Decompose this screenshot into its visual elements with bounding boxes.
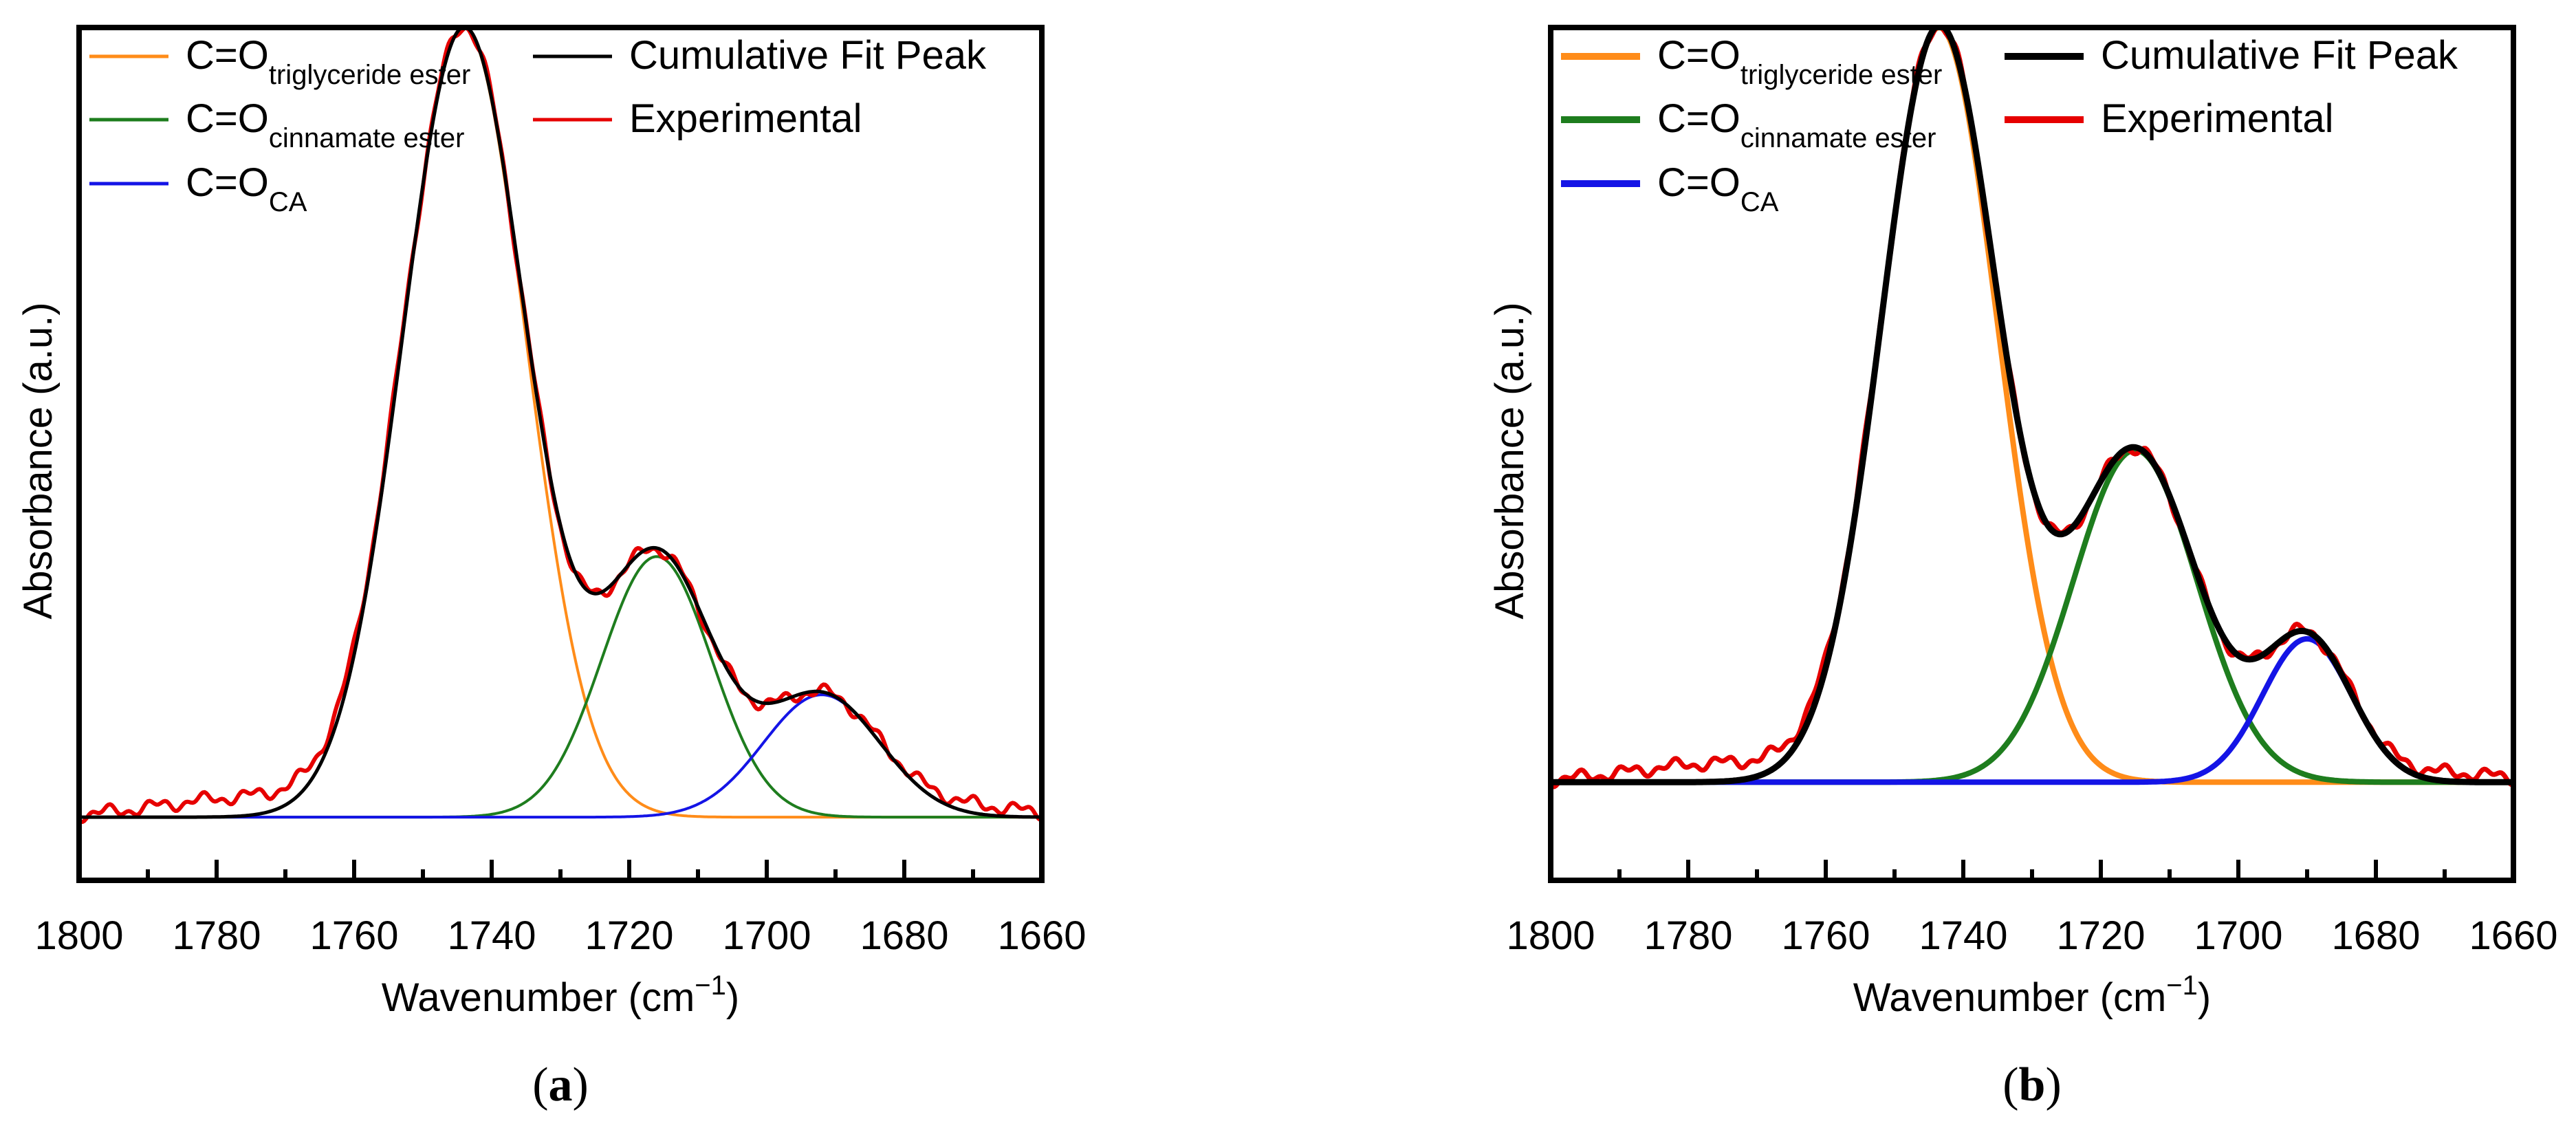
- legend-label-ca: C=OCA: [1657, 160, 1779, 217]
- series-line-fit-a: [79, 28, 1042, 819]
- legend-label-cinnamate: C=Ocinnamate ester: [186, 96, 464, 153]
- x-tick-label-b: 1780: [1644, 913, 1732, 958]
- legend-label-triglyceride: C=Otriglyceride ester: [186, 33, 470, 90]
- plot-frame-a: [76, 25, 1045, 883]
- x-tick-label-a: 1780: [172, 913, 261, 958]
- legend-label-fit: Cumulative Fit Peak: [629, 33, 987, 78]
- panel-label-b: (b): [2002, 1058, 2062, 1111]
- legend-label-fit: Cumulative Fit Peak: [2101, 33, 2458, 78]
- x-tick-label-a: 1660: [997, 913, 1086, 958]
- x-ticks-b: [1549, 860, 2515, 880]
- legend-label-ca: C=OCA: [186, 160, 307, 217]
- y-axis-label-a: Absorbance (a.u.): [16, 302, 61, 619]
- x-tick-label-b: 1700: [2194, 913, 2282, 958]
- x-ticks-a: [77, 860, 1044, 880]
- series-line-ca-b: [1551, 635, 2513, 785]
- x-tick-label-a: 1680: [860, 913, 948, 958]
- legend-label-experimental: Experimental: [629, 96, 862, 141]
- panel-label-a: (a): [532, 1058, 589, 1111]
- legend-label-cinnamate: C=Ocinnamate ester: [1657, 96, 1936, 153]
- x-tick-label-a: 1700: [722, 913, 811, 958]
- x-axis-label-a: Wavenumber (cm−1): [382, 970, 739, 1020]
- legend-a: C=Otriglyceride ester C=Ocinnamate ester C…: [89, 33, 987, 217]
- x-tick-label-b: 1660: [2469, 913, 2557, 958]
- legend-label-experimental: Experimental: [2101, 96, 2333, 141]
- legend-item-ca: C=OCA: [89, 160, 307, 217]
- x-tick-label-a: 1740: [447, 913, 536, 958]
- legend-b: C=Otriglyceride ester C=Ocinnamate ester C…: [1561, 33, 2458, 217]
- legend-item-cinnamate: C=Ocinnamate ester: [1561, 96, 1936, 153]
- legend-item-experimental: Experimental: [533, 96, 862, 141]
- series-line-experimental-a: [79, 28, 1042, 824]
- x-tick-label-b: 1740: [1919, 913, 2007, 958]
- x-tick-label-b: 1800: [1506, 913, 1595, 958]
- legend-item-ca: C=OCA: [1561, 160, 1779, 217]
- series-line-cinnamate-a: [79, 555, 1042, 819]
- panel-b: 1800 1780 1760 1740 1720 1700 1680 1660 Wavenumb…: [1487, 25, 2558, 1111]
- legend-item-fit: Cumulative Fit Peak: [533, 33, 987, 78]
- legend-label-triglyceride: C=Otriglyceride ester: [1657, 33, 1942, 90]
- panel-a: 1800 1780 1760 1740 1720 1700 1680 1660 Wavenumb…: [16, 25, 1087, 1111]
- legend-item-triglyceride: C=Otriglyceride ester: [1561, 33, 1942, 90]
- plot-frame-b: [1548, 25, 2516, 883]
- x-tick-label-b: 1720: [2056, 913, 2145, 958]
- legend-item-fit: Cumulative Fit Peak: [2005, 33, 2458, 78]
- legend-item-cinnamate: C=Ocinnamate ester: [89, 96, 464, 153]
- series-line-fit-b: [1551, 28, 2513, 785]
- series-line-triglyceride-a: [79, 28, 1042, 819]
- x-tick-label-a: 1800: [34, 913, 123, 958]
- x-tick-label-a: 1720: [585, 913, 673, 958]
- x-axis-label-b: Wavenumber (cm−1): [1853, 970, 2211, 1020]
- x-tick-label-a: 1760: [309, 913, 398, 958]
- legend-item-experimental: Experimental: [2005, 96, 2333, 141]
- y-axis-label-b: Absorbance (a.u.): [1487, 302, 1532, 619]
- x-tick-label-b: 1680: [2331, 913, 2420, 958]
- x-tick-label-b: 1760: [1781, 913, 1870, 958]
- legend-item-triglyceride: C=Otriglyceride ester: [89, 33, 470, 90]
